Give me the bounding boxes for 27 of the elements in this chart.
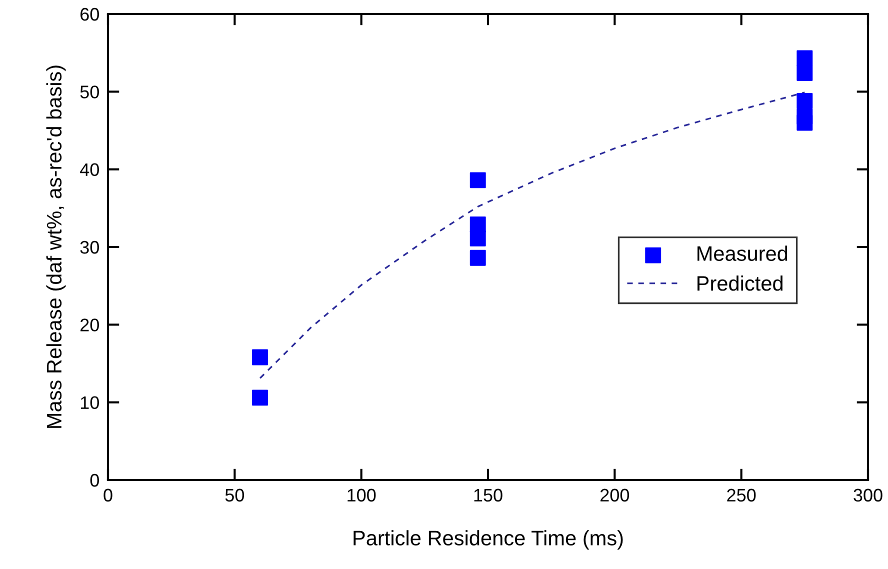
point xyxy=(252,349,268,366)
x-axis-title: Particle Residence Time (ms) xyxy=(354,530,623,550)
point xyxy=(796,65,813,82)
y-tick-label: 0 xyxy=(90,474,99,487)
x-tick-label: 0 xyxy=(104,488,112,502)
point xyxy=(796,50,813,66)
y-tick-label: 20 xyxy=(80,318,99,332)
x-tick-label: 300 xyxy=(854,488,882,502)
y-tick-label: 10 xyxy=(80,396,99,410)
legend-label: Measured xyxy=(698,246,788,261)
x-tick-label: 100 xyxy=(348,488,376,502)
x-tick-label: 200 xyxy=(600,488,630,502)
x-tick-label: 150 xyxy=(474,488,502,502)
y-tick-label: 60 xyxy=(80,8,99,21)
y-tick-label: 40 xyxy=(80,163,99,176)
point xyxy=(470,250,486,266)
y-tick-label: 50 xyxy=(80,86,99,98)
x-tick-label: 50 xyxy=(225,488,244,502)
point xyxy=(252,390,268,406)
point xyxy=(470,172,486,188)
y-tick-label: 30 xyxy=(80,240,99,254)
y-axis-title: Mass Release (daf wt%, as-rec'd basis) xyxy=(46,66,66,428)
x-tick-label: 250 xyxy=(727,488,756,502)
point xyxy=(796,93,813,109)
point xyxy=(470,230,486,246)
point xyxy=(796,114,813,131)
legend-label: Predicted xyxy=(698,276,782,291)
